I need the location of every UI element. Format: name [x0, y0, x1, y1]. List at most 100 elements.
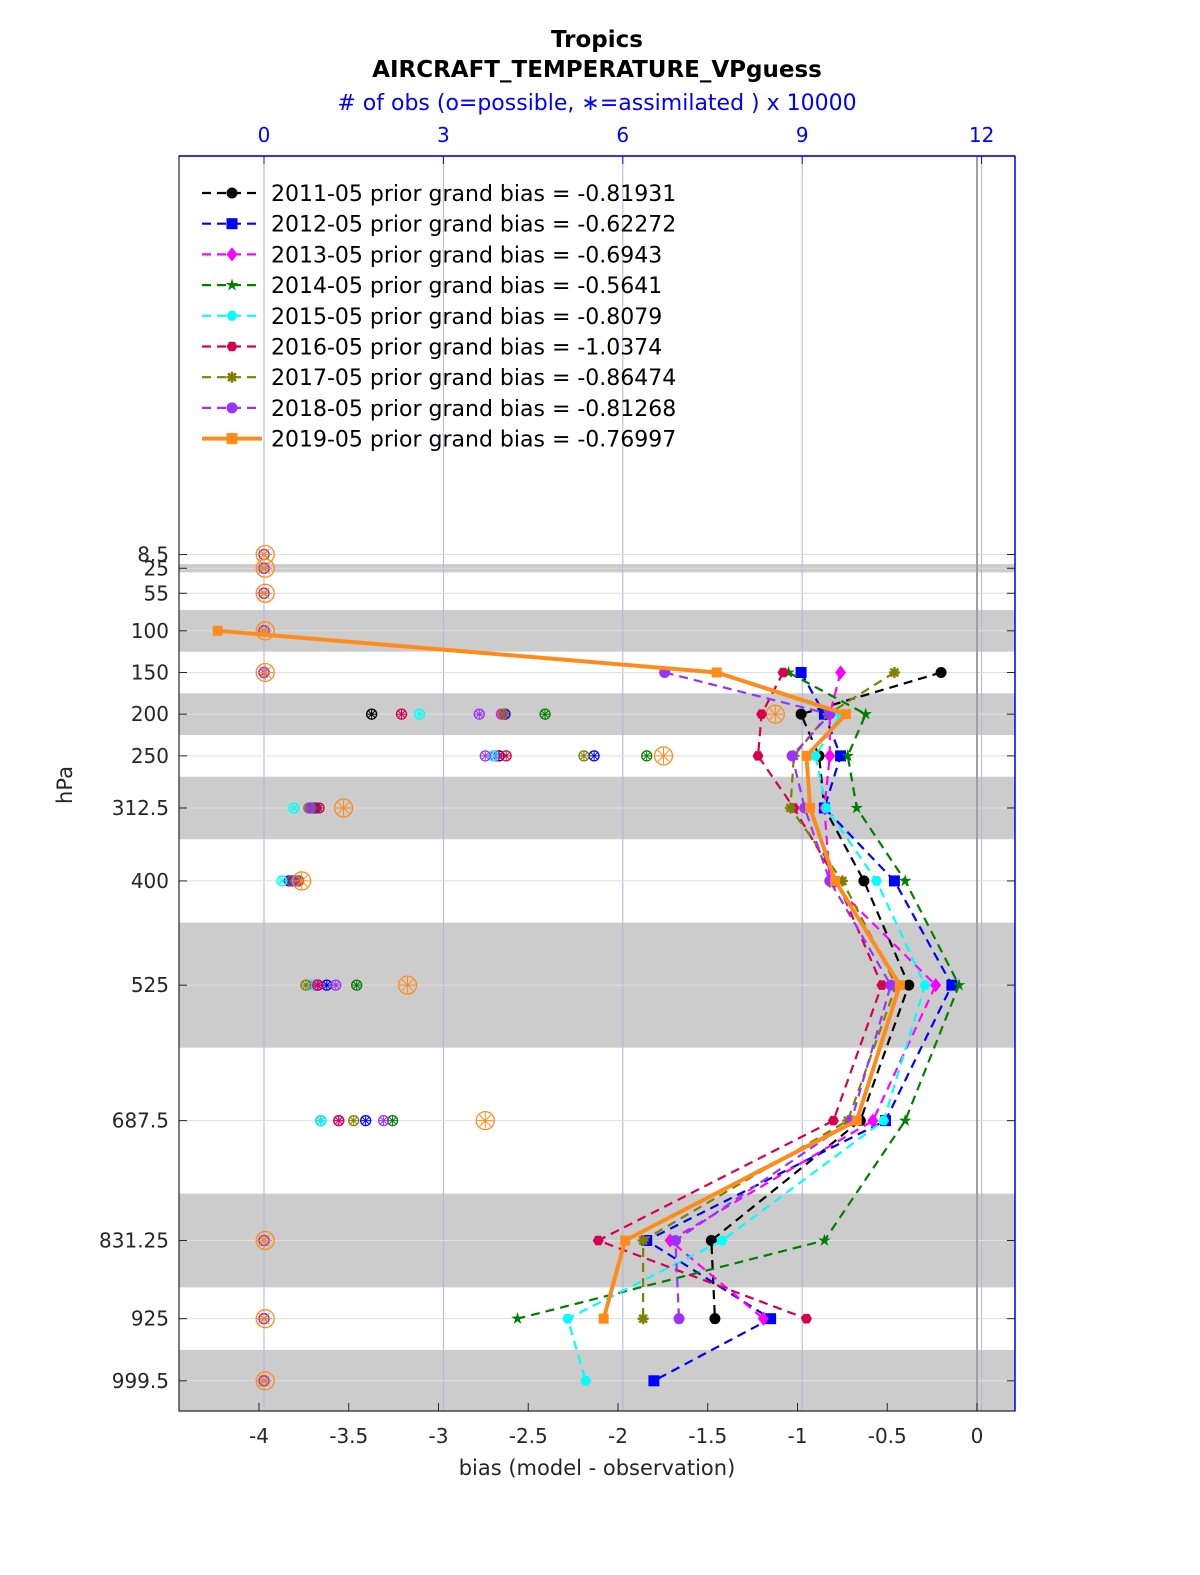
- obs-asterisk-stroke: [257, 1374, 271, 1387]
- obs-assimilated-marker: [501, 751, 511, 761]
- series-point-6: [800, 1313, 812, 1324]
- top-tick-label: 0: [258, 123, 271, 147]
- y-axis-label: hPa: [53, 766, 77, 804]
- y-tick-label: 687.5: [112, 1109, 169, 1133]
- series-point-1: [858, 875, 870, 887]
- y-tick-label: 999.5: [112, 1369, 169, 1393]
- legend-marker: [226, 433, 238, 445]
- obs-possible-marker: [395, 708, 408, 720]
- series-point-4: [859, 707, 872, 720]
- obs-possible-marker: [330, 979, 342, 991]
- obs-assimilated-marker: [480, 751, 490, 761]
- obs-possible-marker: [300, 979, 312, 991]
- y-tick-label: 312.5: [112, 796, 169, 820]
- obs-asterisk-stroke: [290, 804, 298, 812]
- obs-asterisk-stroke: [590, 752, 598, 760]
- obs-count-markers: [255, 544, 785, 1391]
- series-point-2: [888, 875, 900, 887]
- y-tick-label: 831.25: [99, 1229, 169, 1253]
- obs-assimilated-marker: [540, 709, 550, 719]
- obs-assimilated-marker: [301, 980, 311, 990]
- series-line-6: [595, 671, 884, 1320]
- legend-marker: [226, 311, 238, 321]
- series-point-9: [840, 709, 851, 720]
- asterisk-stroke: [227, 372, 237, 382]
- obs-asterisk-stroke: [489, 752, 497, 760]
- y-tick-label: 925: [131, 1307, 169, 1331]
- series-point-6: [777, 667, 789, 678]
- series-point-9: [620, 1235, 631, 1246]
- obs-asterisk-stroke: [257, 548, 271, 561]
- series-point-9: [598, 1313, 609, 1324]
- y-tick-label: 400: [131, 869, 169, 893]
- series-point-9: [212, 625, 223, 636]
- obs-possible-marker: [312, 979, 324, 991]
- legend-entry: 2019-05 prior grand bias = -0.76997: [271, 428, 676, 453]
- series-point-2: [835, 750, 847, 762]
- obs-asterisk-stroke: [479, 1114, 492, 1127]
- obs-asterisk-stroke: [257, 1312, 271, 1325]
- x-tick-label: 0: [971, 1424, 984, 1448]
- obs-asterisk-stroke: [332, 981, 340, 989]
- obs-possible-marker: [578, 750, 590, 762]
- obs-possible-marker: [365, 708, 378, 720]
- obs-assimilated-marker: [488, 751, 498, 761]
- obs-possible-marker: [351, 979, 363, 991]
- series-point-1: [903, 979, 915, 991]
- series-point-4: [898, 1114, 912, 1126]
- series-point-7: [637, 1313, 649, 1325]
- obs-assimilated-marker: [388, 1116, 398, 1126]
- obs-possible-marker: [475, 1111, 495, 1131]
- bias-series: [212, 625, 966, 1387]
- series-point-1: [795, 708, 807, 720]
- obs-assimilated-marker: [579, 751, 589, 761]
- obs-asterisk-stroke: [475, 710, 483, 718]
- obs-asterisk-stroke: [580, 752, 588, 760]
- obs-asterisk-stroke: [769, 708, 782, 721]
- obs-possible-marker: [255, 662, 275, 683]
- obs-possible-marker: [539, 708, 551, 720]
- obs-asterisk-stroke: [302, 981, 310, 989]
- series-point-2: [946, 979, 958, 991]
- y-tick-label: 8.5: [137, 543, 169, 567]
- obs-asterisk-stroke: [541, 710, 549, 718]
- obs-asterisk-stroke: [499, 710, 507, 718]
- series-point-9: [805, 802, 816, 813]
- obs-asterisk-stroke: [317, 1117, 325, 1125]
- legend-marker: [225, 278, 239, 291]
- asterisk-stroke: [638, 1313, 648, 1324]
- legend-marker: [226, 218, 238, 230]
- legend: 2011-05 prior grand bias = -0.81931 2012-…: [202, 182, 676, 453]
- obs-possible-marker: [377, 1115, 390, 1127]
- legend-marker: [226, 371, 238, 383]
- obs-asterisk-stroke: [657, 749, 670, 762]
- obs-assimilated-marker: [293, 872, 310, 889]
- obs-assimilated-marker: [256, 1310, 272, 1327]
- obs-possible-marker: [360, 1115, 372, 1127]
- obs-assimilated-marker: [397, 709, 407, 719]
- series-point-8: [786, 750, 798, 762]
- y-tick-label: 100: [131, 619, 169, 643]
- series-point-2: [765, 1313, 777, 1325]
- series-point-5: [809, 751, 821, 761]
- obs-assimilated-marker: [367, 709, 377, 719]
- series-point-5: [716, 1235, 728, 1246]
- series-point-7: [637, 1235, 649, 1247]
- obs-assimilated-marker: [379, 1116, 389, 1126]
- obs-possible-marker: [276, 875, 288, 887]
- series-point-8: [673, 1313, 685, 1325]
- obs-asterisk-stroke: [350, 1117, 358, 1125]
- obs-assimilated-marker: [257, 664, 274, 681]
- obs-possible-marker: [348, 1115, 360, 1127]
- obs-asterisk-stroke: [380, 1117, 388, 1125]
- obs-asterisk-stroke: [307, 804, 315, 812]
- obs-asterisk-stroke: [295, 874, 308, 887]
- legend-entry: 2012-05 prior grand bias = -0.62272: [271, 213, 676, 238]
- series-line-1: [710, 671, 942, 1319]
- obs-assimilated-marker: [589, 751, 599, 761]
- obs-asterisk-stroke: [337, 801, 350, 814]
- obs-possible-marker: [397, 975, 418, 995]
- obs-asterisk-stroke: [335, 1117, 343, 1125]
- series-point-9: [894, 980, 905, 991]
